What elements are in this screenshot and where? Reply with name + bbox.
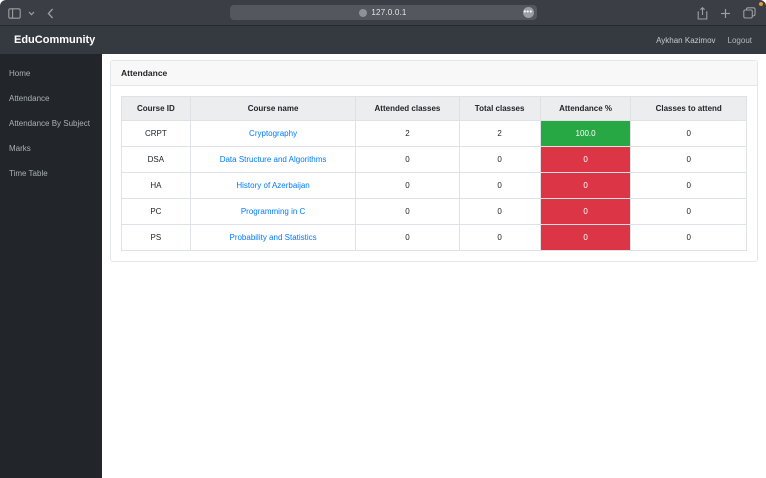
app-navbar: EduCommunity Aykhan Kazimov Logout	[0, 26, 766, 54]
classes-to-attend-cell: 0	[630, 172, 747, 199]
attendance-pct-cell: 0	[539, 172, 632, 199]
total-classes-cell: 0	[458, 198, 541, 225]
column-header: Course ID	[121, 96, 191, 121]
classes-to-attend-cell: 0	[630, 120, 747, 147]
sidebar-item-time-table[interactable]: Time Table	[9, 169, 48, 178]
user-name: Aykhan Kazimov	[656, 35, 716, 45]
total-classes-cell: 0	[458, 146, 541, 173]
attendance-pct-cell: 100.0	[539, 120, 632, 147]
course-id-cell: HA	[121, 172, 191, 199]
course-name-link[interactable]: Cryptography	[249, 129, 298, 138]
main-content: Attendance Course ID Course name Attended …	[102, 54, 766, 478]
brand-title[interactable]: EduCommunity	[14, 34, 96, 46]
course-name-link[interactable]: Programming in C	[240, 207, 306, 216]
address-bar[interactable]: 127.0.0.1 •••	[229, 5, 537, 20]
site-settings-icon[interactable]	[359, 8, 368, 17]
attended-classes-cell: 0	[355, 224, 460, 251]
course-name-cell: Cryptography	[189, 120, 357, 147]
course-name-cell: Data Structure and Algorithms	[189, 146, 357, 173]
sidebar-toggle-icon[interactable]	[8, 7, 21, 19]
chevron-down-icon[interactable]	[28, 11, 35, 16]
course-id-cell: CRPT	[121, 120, 191, 147]
course-id-cell: PS	[121, 224, 191, 251]
column-header: Total classes	[458, 96, 541, 121]
tab-overview-icon[interactable]	[743, 7, 756, 19]
column-header: Attendance %	[539, 96, 632, 121]
sidebar-item-attendance-by-subject[interactable]: Attendance By Subject	[9, 119, 90, 128]
sidebar-item-home[interactable]: Home	[9, 69, 31, 78]
sidebar-item-marks[interactable]: Marks	[9, 144, 31, 153]
attendance-pct-cell: 0	[539, 224, 632, 251]
classes-to-attend-cell: 0	[630, 146, 747, 173]
page-options-icon[interactable]: •••	[522, 7, 534, 18]
back-icon[interactable]	[47, 8, 54, 19]
course-name-cell: History of Azerbaijan	[189, 172, 357, 199]
column-header: Course name	[189, 96, 357, 121]
total-classes-cell: 0	[458, 172, 541, 199]
course-name-link[interactable]: History of Azerbaijan	[236, 181, 310, 190]
attended-classes-cell: 2	[355, 120, 460, 147]
table-row: CRPT Cryptography 2 2 100.0 0	[121, 120, 747, 147]
attended-classes-cell: 0	[355, 198, 460, 225]
column-header: Attended classes	[355, 96, 460, 121]
table-row: HA History of Azerbaijan 0 0 0 0	[121, 172, 747, 199]
attendance-pct-cell: 0	[539, 198, 632, 225]
course-name-cell: Programming in C	[189, 198, 357, 225]
card-title: Attendance	[111, 61, 757, 86]
sidebar-item-attendance[interactable]: Attendance	[9, 94, 50, 103]
total-classes-cell: 2	[458, 120, 541, 147]
notification-dot	[759, 2, 763, 6]
course-id-cell: DSA	[121, 146, 191, 173]
browser-toolbar: 127.0.0.1 •••	[0, 0, 766, 26]
attended-classes-cell: 0	[355, 146, 460, 173]
new-tab-icon[interactable]	[720, 8, 731, 19]
attendance-table-header-row: Course ID Course name Attended classes Tota…	[121, 96, 747, 121]
logout-link[interactable]: Logout	[727, 35, 752, 45]
course-name-cell: Probability and Statistics	[189, 224, 357, 251]
share-icon[interactable]	[697, 6, 708, 20]
url-text: 127.0.0.1	[371, 8, 407, 17]
attendance-table: Course ID Course name Attended classes Tota…	[121, 96, 747, 251]
table-row: PS Probability and Statistics 0 0 0 0	[121, 224, 747, 251]
classes-to-attend-cell: 0	[630, 198, 747, 225]
table-row: DSA Data Structure and Algorithms 0 0 0 0	[121, 146, 747, 173]
course-name-link[interactable]: Probability and Statistics	[229, 233, 317, 242]
course-name-link[interactable]: Data Structure and Algorithms	[219, 155, 327, 164]
classes-to-attend-cell: 0	[630, 224, 747, 251]
sidebar-nav: Home Attendance Attendance By Subject Marks…	[0, 54, 102, 478]
attended-classes-cell: 0	[355, 172, 460, 199]
column-header: Classes to attend	[630, 96, 747, 121]
attendance-table-body: CRPT Cryptography 2 2 100.0 0 DSA Data Structur…	[121, 120, 747, 251]
attendance-card: Attendance Course ID Course name Attended …	[110, 60, 758, 262]
total-classes-cell: 0	[458, 224, 541, 251]
course-id-cell: PC	[121, 198, 191, 225]
attendance-pct-cell: 0	[539, 146, 632, 173]
